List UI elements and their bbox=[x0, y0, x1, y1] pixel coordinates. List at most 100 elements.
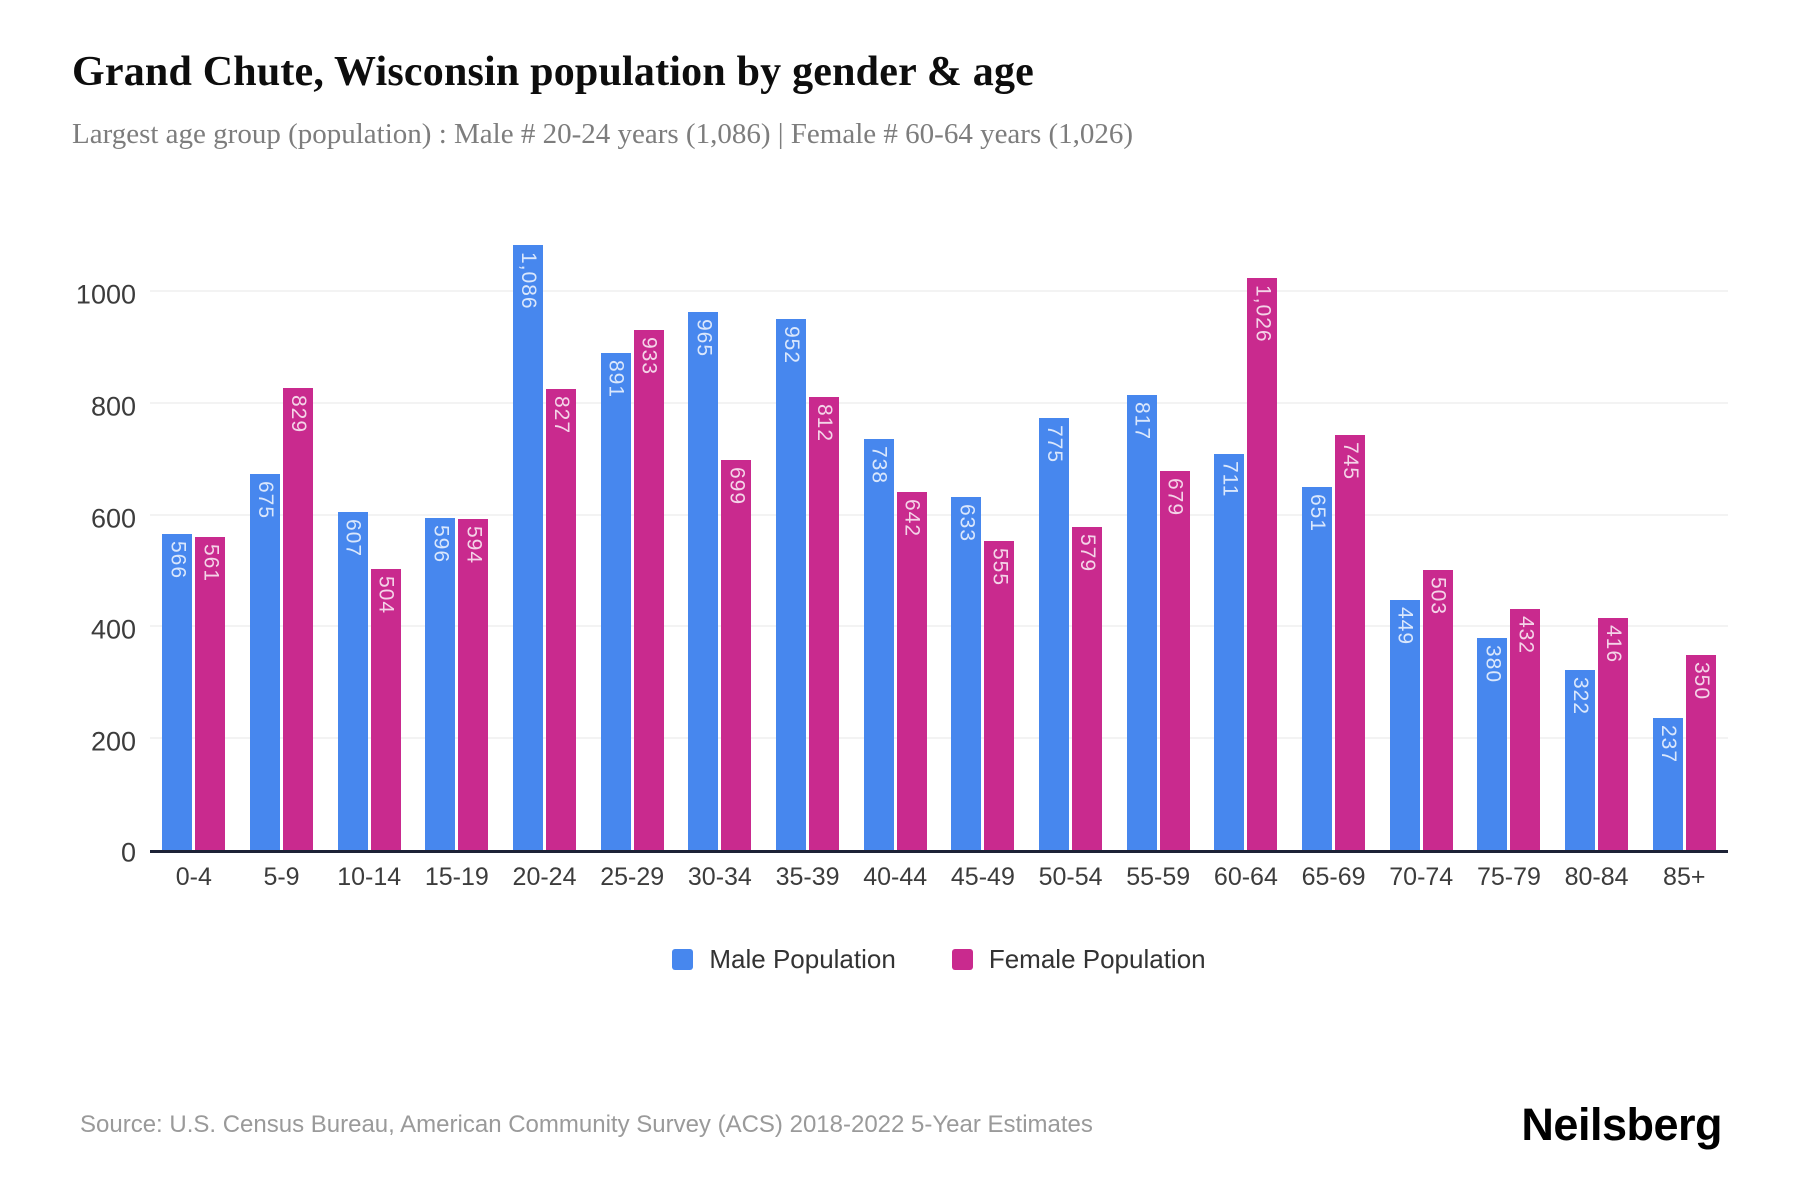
x-tick-label-55-59: 55-59 bbox=[1126, 863, 1191, 891]
female-bar-5-9: 829 bbox=[283, 388, 313, 850]
legend-item-male-population[interactable]: Male Population bbox=[672, 944, 896, 975]
female-bar-55-59: 679 bbox=[1159, 471, 1190, 850]
bar-value-label: 594 bbox=[462, 526, 486, 565]
female-bar-30-34: 699 bbox=[721, 460, 752, 850]
bar-value-label: 965 bbox=[692, 319, 716, 358]
y-tick-label: 1000 bbox=[75, 279, 136, 310]
bar-group-25-29: 891 933 bbox=[588, 223, 676, 850]
legend-label: Female Population bbox=[988, 944, 1206, 974]
y-tick-label: 0 bbox=[120, 837, 136, 868]
male-bar-80-84: 322 bbox=[1565, 670, 1596, 850]
x-tick-label-65-69: 65-69 bbox=[1301, 863, 1366, 891]
bar-value-label: 1,026 bbox=[1251, 285, 1275, 343]
bar-value-label: 416 bbox=[1602, 625, 1626, 664]
x-tick-label-10-14: 10-14 bbox=[337, 863, 402, 891]
x-tick-label-35-39: 35-39 bbox=[775, 863, 840, 891]
bar-group-85+: 237 350 bbox=[1640, 223, 1728, 850]
x-tick-label-45-49: 45-49 bbox=[950, 863, 1015, 891]
female-bar-25-29: 933 bbox=[633, 330, 664, 850]
bar-group-80-84: 322 416 bbox=[1553, 223, 1641, 850]
bar-value-label: 812 bbox=[813, 404, 837, 443]
male-bar-75-79: 380 bbox=[1477, 638, 1508, 850]
female-bar-85+: 350 bbox=[1685, 655, 1716, 850]
bar-group-75-79: 380 432 bbox=[1465, 223, 1553, 850]
x-tick-label-60-64: 60-64 bbox=[1213, 863, 1278, 891]
gridline bbox=[150, 513, 1728, 516]
bar-value-label: 829 bbox=[287, 395, 310, 434]
male-bar-55-59: 817 bbox=[1126, 395, 1157, 850]
x-axis: 0-4 5-9 10-14 15-19 20-24 25-29 30-34 35-39 40-4… bbox=[150, 863, 1728, 892]
female-bar-20-24: 827 bbox=[546, 389, 577, 850]
gridline bbox=[150, 736, 1728, 739]
male-bar-35-39: 952 bbox=[776, 319, 807, 850]
bar-value-label: 503 bbox=[1426, 577, 1450, 616]
bar-group-50-54: 775 579 bbox=[1027, 223, 1115, 850]
page-footer: Source: U.S. Census Bureau, American Com… bbox=[0, 1080, 1800, 1200]
x-tick-label-40-44: 40-44 bbox=[863, 863, 928, 891]
bar-chart: 0 200 400 600 800 1000 566 561 675 829 607 504 596 5… bbox=[72, 223, 1728, 868]
male-bar-10-14: 607 bbox=[337, 512, 368, 850]
bar-group-60-64: 711 1,026 bbox=[1202, 223, 1290, 850]
bar-value-label: 350 bbox=[1689, 662, 1713, 701]
bar-value-label: 679 bbox=[1163, 478, 1187, 517]
bar-group-65-69: 651 745 bbox=[1290, 223, 1378, 850]
x-tick-label-0-4: 0-4 bbox=[175, 863, 212, 891]
bar-value-label: 607 bbox=[341, 519, 365, 558]
bar-value-label: 380 bbox=[1481, 645, 1505, 684]
bar-group-10-14: 607 504 bbox=[325, 223, 413, 850]
female-bar-0-4: 561 bbox=[195, 537, 226, 850]
bar-value-label: 775 bbox=[1043, 425, 1067, 464]
male-bar-70-74: 449 bbox=[1389, 600, 1420, 850]
y-tick-label: 600 bbox=[90, 503, 136, 533]
bar-value-label: 579 bbox=[1076, 534, 1100, 573]
report-page: Grand Chute, Wisconsin population by gen… bbox=[72, 49, 1728, 975]
brand-logo: Neilsberg bbox=[1521, 1099, 1722, 1150]
gridline bbox=[150, 625, 1728, 627]
bar-group-20-24: 1,086 827 bbox=[501, 223, 589, 850]
bar-group-55-59: 817 679 bbox=[1114, 223, 1202, 850]
bar-value-label: 827 bbox=[550, 396, 574, 435]
bar-value-label: 738 bbox=[867, 446, 891, 485]
x-tick-label-30-34: 30-34 bbox=[687, 863, 752, 891]
page-subtitle: Largest age group (population) : Male # … bbox=[72, 118, 1134, 150]
female-bar-75-79: 432 bbox=[1510, 609, 1541, 850]
x-tick-label-5-9: 5-9 bbox=[263, 863, 300, 891]
bar-group-5-9: 675 829 bbox=[238, 223, 326, 850]
female-bar-45-49: 555 bbox=[984, 541, 1015, 850]
page-title: Grand Chute, Wisconsin population by gen… bbox=[72, 49, 1034, 95]
bar-value-label: 322 bbox=[1569, 677, 1593, 716]
x-tick-label-70-74: 70-74 bbox=[1389, 863, 1454, 891]
x-tick-label-80-84: 80-84 bbox=[1564, 863, 1629, 891]
bar-value-label: 952 bbox=[780, 326, 804, 365]
bar-value-label: 642 bbox=[900, 499, 924, 538]
bar-value-label: 1,086 bbox=[517, 252, 541, 310]
x-tick-label-25-29: 25-29 bbox=[600, 863, 665, 891]
female-bar-40-44: 642 bbox=[896, 492, 927, 850]
bar-group-45-49: 633 555 bbox=[939, 223, 1027, 850]
male-bar-65-69: 651 bbox=[1302, 487, 1333, 850]
bar-value-label: 555 bbox=[988, 548, 1012, 587]
bar-group-30-34: 965 699 bbox=[676, 223, 764, 850]
male-bar-40-44: 738 bbox=[863, 439, 894, 850]
y-tick-label: 800 bbox=[90, 391, 136, 422]
male-bar-60-64: 711 bbox=[1214, 454, 1245, 850]
chart-legend: Male Population Female Population bbox=[150, 944, 1728, 975]
female-bar-10-14: 504 bbox=[370, 569, 401, 850]
bar-value-label: 633 bbox=[955, 504, 979, 543]
bar-group-15-19: 596 594 bbox=[413, 223, 501, 850]
legend-label: Male Population bbox=[709, 944, 896, 974]
legend-swatch-icon bbox=[672, 949, 694, 970]
bar-value-label: 675 bbox=[254, 481, 277, 520]
x-tick-label-20-24: 20-24 bbox=[512, 863, 577, 891]
female-bar-80-84: 416 bbox=[1598, 618, 1629, 850]
bar-value-label: 745 bbox=[1339, 442, 1363, 481]
legend-item-female-population[interactable]: Female Population bbox=[951, 944, 1206, 975]
x-tick-label-85+: 85+ bbox=[1663, 863, 1706, 891]
bar-group-40-44: 738 642 bbox=[851, 223, 939, 850]
male-bar-15-19: 596 bbox=[425, 518, 456, 850]
bar-value-label: 651 bbox=[1306, 494, 1330, 533]
x-tick-label-75-79: 75-79 bbox=[1476, 863, 1541, 891]
x-tick-label-50-54: 50-54 bbox=[1038, 863, 1103, 891]
y-tick-label: 200 bbox=[90, 726, 136, 756]
male-bar-5-9: 675 bbox=[250, 474, 280, 850]
